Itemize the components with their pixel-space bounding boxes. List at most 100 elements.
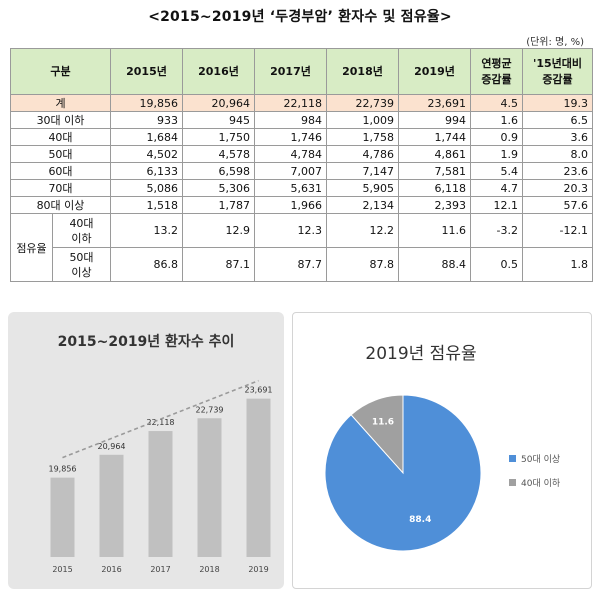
table-cell: 5,306 bbox=[182, 179, 255, 197]
bar-chart: 2015~2019년 환자수 추이 19,856 2015 20,964 2016 22,… bbox=[49, 333, 273, 574]
table-cell: 19.3 bbox=[522, 94, 593, 112]
legend-swatch bbox=[509, 455, 516, 462]
bar bbox=[197, 418, 222, 557]
table-cell: 984 bbox=[254, 111, 327, 129]
header-cagr-line1: 연평균 bbox=[481, 56, 512, 70]
header-cagr-line2: 증감률 bbox=[481, 72, 512, 86]
header-change-line2: 증감률 bbox=[542, 72, 573, 86]
table-cell: 1.6 bbox=[470, 111, 523, 129]
share-row-label: 50대 이상 bbox=[52, 247, 111, 282]
table-cell: 4.7 bbox=[470, 179, 523, 197]
header-year: 2015년 bbox=[110, 48, 183, 95]
x-tick-label: 2015 bbox=[52, 565, 72, 574]
table-cell: 6.5 bbox=[522, 111, 593, 129]
table-cell: 945 bbox=[182, 111, 255, 129]
table-cell: 4,578 bbox=[182, 145, 255, 163]
header-year: 2017년 bbox=[254, 48, 327, 95]
table-cell: 6,598 bbox=[182, 162, 255, 180]
table-cell: 19,856 bbox=[110, 94, 183, 112]
table-cell: 1,746 bbox=[254, 128, 327, 146]
table-row-share: 점유율 40대 이하 13.2 12.9 12.3 12.2 11.6 -3.2 -12.1 bbox=[10, 213, 593, 282]
data-label: 22,118 bbox=[147, 418, 175, 427]
x-tick-label: 2017 bbox=[150, 565, 170, 574]
table-cell: 13.2 bbox=[110, 213, 183, 248]
header-change-line1: '15년대비 bbox=[532, 56, 583, 70]
unit-note: (단위: 명, %) bbox=[526, 37, 584, 48]
row-label: 50대 bbox=[10, 145, 111, 163]
table-row: 40대 1,684 1,750 1,746 1,758 1,744 0.9 3.6 bbox=[10, 128, 593, 146]
table-row: 30대 이하 933 945 984 1,009 994 1.6 6.5 bbox=[10, 111, 593, 129]
table-cell: 4.5 bbox=[470, 94, 523, 112]
x-tick-label: 2018 bbox=[199, 565, 219, 574]
data-label: 22,739 bbox=[196, 405, 224, 414]
table-cell: 1,684 bbox=[110, 128, 183, 146]
table-cell: 5.4 bbox=[470, 162, 523, 180]
page-title: <2015~2019년 ‘두경부암’ 환자수 및 점유율> bbox=[148, 9, 452, 25]
data-label: 20,964 bbox=[98, 442, 126, 451]
table-cell: 1,966 bbox=[254, 196, 327, 214]
table-cell: 11.6 bbox=[398, 213, 471, 248]
table-cell: 7,147 bbox=[326, 162, 399, 180]
table-cell: 1,758 bbox=[326, 128, 399, 146]
table-cell: 2,393 bbox=[398, 196, 471, 214]
table-cell: 1.9 bbox=[470, 145, 523, 163]
row-label: 계 bbox=[10, 94, 111, 112]
bar bbox=[148, 431, 173, 557]
table-cell: -12.1 bbox=[522, 213, 593, 248]
header-year: 2019년 bbox=[398, 48, 471, 95]
table-cell: 87.8 bbox=[326, 247, 399, 282]
table-cell: 0.5 bbox=[470, 247, 523, 282]
pie-chart-panel: 2019년 점유율 11.6 88.4 50대 이상 40대 이하 bbox=[292, 312, 592, 589]
table-body: 계 19,856 20,964 22,118 22,739 23,691 4.5… bbox=[10, 94, 593, 282]
legend-swatch bbox=[509, 479, 516, 486]
header-year: 2018년 bbox=[326, 48, 399, 95]
data-label: 23,691 bbox=[245, 386, 273, 395]
chart-title: 2019년 점유율 bbox=[365, 344, 476, 364]
table-cell: 22,739 bbox=[326, 94, 399, 112]
table-cell: 1,750 bbox=[182, 128, 255, 146]
table-cell: 5,086 bbox=[110, 179, 183, 197]
table-row: 80대 이상 1,518 1,787 1,966 2,134 2,393 12.1 57.6 bbox=[10, 196, 593, 214]
bar bbox=[50, 477, 75, 557]
data-label: 19,856 bbox=[49, 465, 77, 474]
share-group-label: 점유율 bbox=[10, 213, 53, 282]
chart-title: 2015~2019년 환자수 추이 bbox=[58, 333, 235, 350]
table-cell: 1,787 bbox=[182, 196, 255, 214]
trend-line bbox=[62, 379, 259, 459]
table-cell: 20,964 bbox=[182, 94, 255, 112]
row-label: 70대 bbox=[10, 179, 111, 197]
table-cell: 6,133 bbox=[110, 162, 183, 180]
pie-slice bbox=[324, 394, 482, 552]
table-cell: 12.1 bbox=[470, 196, 523, 214]
table-cell: 20.3 bbox=[522, 179, 593, 197]
header-year: 2016년 bbox=[182, 48, 255, 95]
table-cell: 3.6 bbox=[522, 128, 593, 146]
table-cell: 1,744 bbox=[398, 128, 471, 146]
legend-label: 40대 이하 bbox=[521, 478, 561, 489]
table-cell: 4,784 bbox=[254, 145, 327, 163]
bar-chart-panel: 2015~2019년 환자수 추이 19,856 2015 20,964 2016 22,… bbox=[8, 312, 284, 589]
legend-label: 50대 이상 bbox=[521, 454, 560, 465]
share-label-line2: 이하 bbox=[71, 231, 92, 245]
table-cell: 0.9 bbox=[470, 128, 523, 146]
share-label-line1: 50대 bbox=[69, 250, 94, 264]
bar bbox=[246, 398, 271, 557]
bar bbox=[99, 454, 124, 557]
table-row-share: 50대 이상 86.8 87.1 87.7 87.8 88.4 0.5 1.8 bbox=[11, 247, 593, 282]
table-cell: 1,518 bbox=[110, 196, 183, 214]
table-cell: 23,691 bbox=[398, 94, 471, 112]
table-cell: 7,581 bbox=[398, 162, 471, 180]
share-label-line2: 이상 bbox=[71, 265, 92, 279]
patient-table: 구분 2015년 2016년 2017년 2018년 2019년 연평균 증감률 … bbox=[10, 48, 593, 282]
table-cell: 933 bbox=[110, 111, 183, 129]
table-cell: 5,631 bbox=[254, 179, 327, 197]
table-row-total: 계 19,856 20,964 22,118 22,739 23,691 4.5… bbox=[10, 94, 593, 112]
table-cell: 22,118 bbox=[254, 94, 327, 112]
table-cell: 12.9 bbox=[182, 213, 255, 248]
table-row: 50대 4,502 4,578 4,784 4,786 4,861 1.9 8.0 bbox=[10, 145, 593, 163]
table-cell: 88.4 bbox=[398, 247, 471, 282]
table-cell: 87.7 bbox=[254, 247, 327, 282]
table-cell: 4,786 bbox=[326, 145, 399, 163]
